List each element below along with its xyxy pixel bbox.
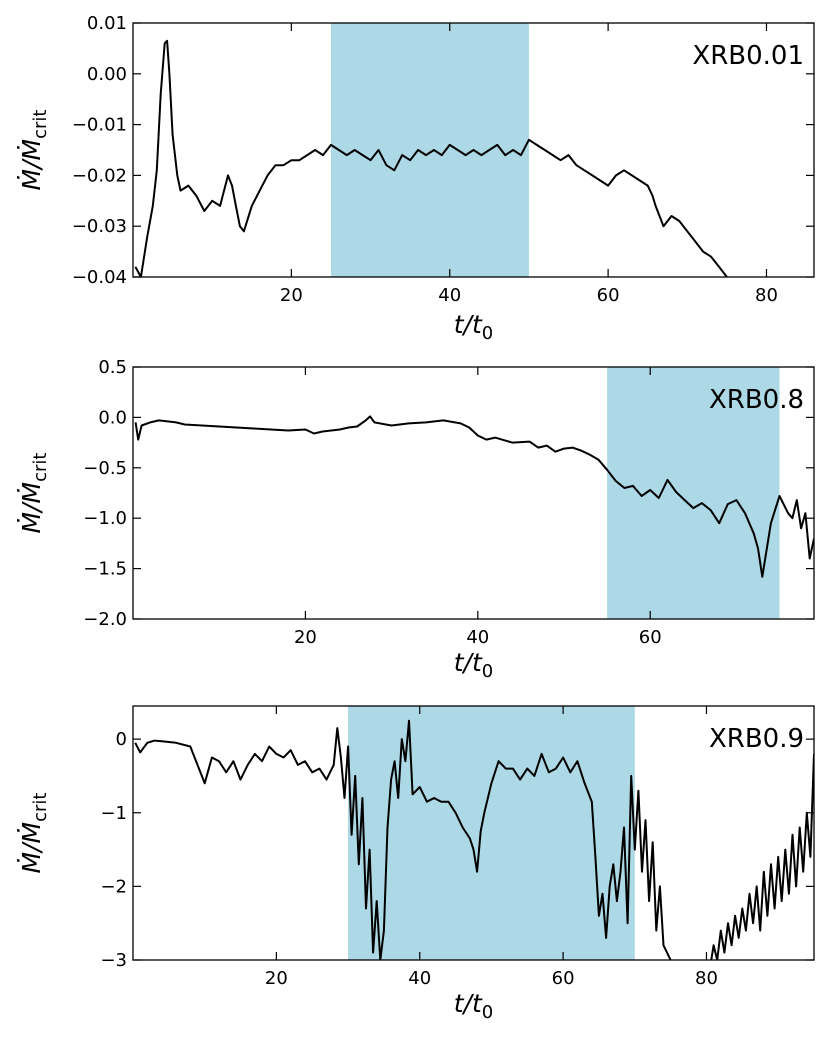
x-tick-label: 20 — [280, 285, 303, 306]
x-tick-label: 60 — [639, 627, 662, 648]
x-tick-label: 40 — [408, 968, 431, 989]
y-tick-label: −0.02 — [72, 165, 127, 186]
y-tick-label: −0.03 — [72, 216, 127, 237]
y-tick-label: −2.0 — [83, 609, 127, 630]
y-tick-label: 0.0 — [98, 407, 127, 428]
x-tick-label: 80 — [755, 285, 778, 306]
panel-label: XRB0.8 — [709, 385, 804, 415]
y-tick-label: 0.5 — [98, 357, 127, 378]
series-line — [134, 719, 814, 960]
x-tick-label: 40 — [438, 285, 461, 306]
y-tick-label: −1.5 — [83, 559, 127, 580]
y-axis-label: Ṁ/Ṁcrit — [17, 453, 51, 534]
x-tick-label: 40 — [466, 627, 489, 648]
y-tick-label: −3 — [100, 950, 127, 971]
panel-3: 20 40 60 80 −3 −2 −1 0 XRB0.9 t/t0 Ṁ/Ṁcrit — [17, 705, 815, 1023]
x-tick-label: 60 — [597, 285, 620, 306]
y-tick-label: 0 — [116, 729, 127, 750]
x-axis-label: t/t0 — [454, 648, 493, 682]
series-line — [134, 39, 728, 277]
y-tick-label: 0.00 — [87, 64, 127, 85]
x-axis-label: t/t0 — [454, 310, 493, 344]
y-tick-label: −2 — [100, 876, 127, 897]
panel-2: 20 40 60 −2.0 −1.5 −1.0 −0.5 0.0 0.5 XRB0.8 t/t0 Ṁ/… — [17, 357, 815, 682]
plot-frame — [132, 366, 815, 620]
x-tick-label: 20 — [265, 968, 288, 989]
y-tick-label: −0.5 — [83, 458, 127, 479]
y-axis-label: Ṁ/Ṁcrit — [17, 110, 51, 191]
highlight-band — [607, 367, 780, 619]
y-tick-label: −0.04 — [72, 267, 127, 288]
y-tick-label: −1 — [100, 803, 127, 824]
y-tick-label: 0.01 — [87, 13, 127, 34]
x-tick-label: 80 — [695, 968, 718, 989]
x-tick-label: 60 — [552, 968, 575, 989]
y-tick-label: −1.0 — [83, 508, 127, 529]
plot-frame — [132, 22, 815, 278]
x-axis-label: t/t0 — [454, 989, 493, 1023]
highlight-band — [348, 706, 635, 960]
panel-label: XRB0.01 — [692, 41, 804, 71]
plot-frame — [132, 705, 815, 961]
y-tick-label: −0.01 — [72, 115, 127, 136]
x-tick-label: 20 — [294, 627, 317, 648]
series-line — [134, 415, 814, 578]
y-axis-label: Ṁ/Ṁcrit — [17, 793, 51, 874]
highlight-band — [330, 23, 529, 277]
panel-label: XRB0.9 — [709, 724, 804, 754]
panel-1: 20 40 60 80 −0.04 −0.03 −0.02 −0.01 0.00 0.01 XRB0… — [17, 13, 815, 344]
